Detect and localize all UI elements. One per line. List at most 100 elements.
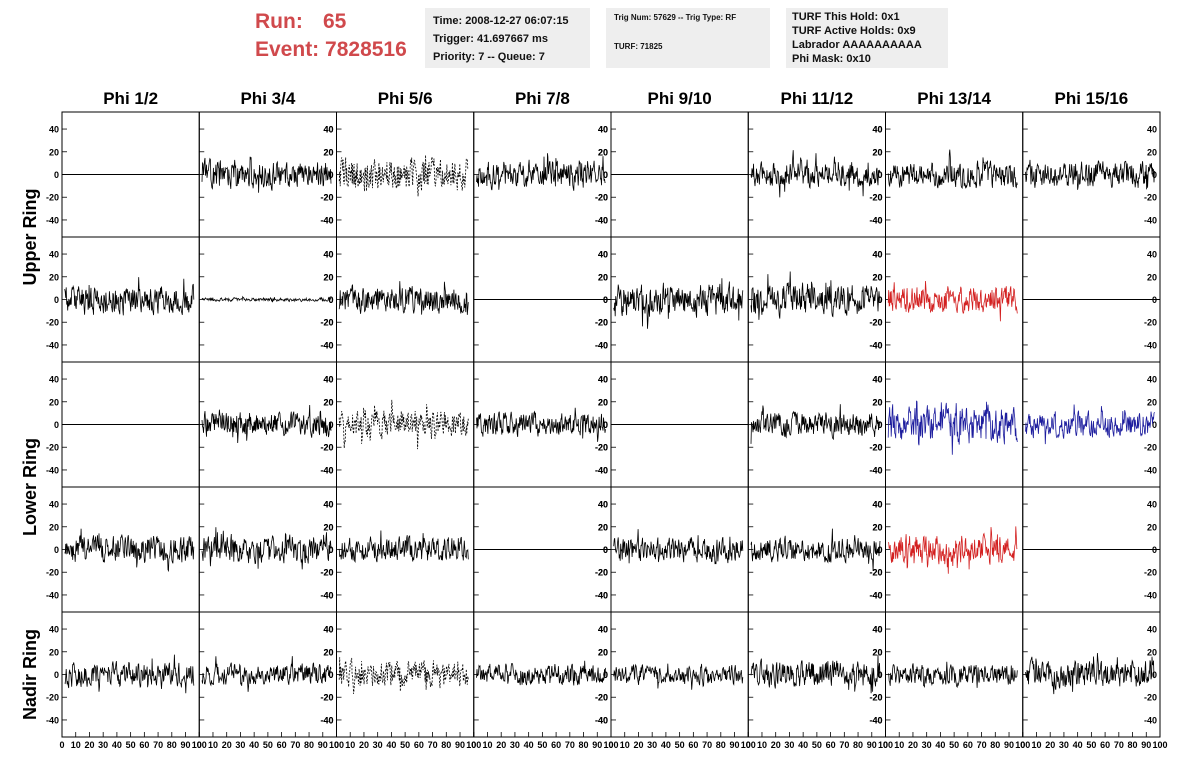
y-tick-label: 40 xyxy=(323,625,333,635)
x-tick-label: 100 xyxy=(741,740,756,750)
x-tick-label: 60 xyxy=(551,740,561,750)
y-tick-label: -40 xyxy=(320,715,333,725)
y-tick-label: 0 xyxy=(603,170,608,180)
y-tick-label: 40 xyxy=(598,375,608,385)
y-tick-label: 20 xyxy=(872,522,882,532)
y-tick-label: 40 xyxy=(49,625,59,635)
x-tick-label: 80 xyxy=(579,740,589,750)
x-tick-label: 50 xyxy=(126,740,136,750)
x-tick-label: 100 xyxy=(329,740,344,750)
x-tick-label: 50 xyxy=(400,740,410,750)
x-tick-label: 40 xyxy=(935,740,945,750)
y-tick-label: -20 xyxy=(46,193,59,203)
y-tick-label: 20 xyxy=(872,272,882,282)
x-tick-label: 90 xyxy=(455,740,465,750)
time-info-box: Time: 2008-12-27 06:07:15 Trigger: 41.69… xyxy=(425,8,590,68)
y-tick-label: 40 xyxy=(1147,250,1157,260)
y-tick-label: 40 xyxy=(1147,625,1157,635)
y-tick-label: -40 xyxy=(1144,715,1157,725)
waveform-trace xyxy=(1025,652,1155,695)
waveform-trace xyxy=(887,526,1018,574)
y-tick-label: 20 xyxy=(1147,272,1157,282)
y-tick-label: -20 xyxy=(595,693,608,703)
ring-label: Nadir Ring xyxy=(20,629,40,720)
phi-mask-text: Phi Mask: 0x10 xyxy=(792,53,871,65)
y-tick-label: 20 xyxy=(323,647,333,657)
waveform-trace xyxy=(64,528,195,573)
y-tick-label: 20 xyxy=(49,272,59,282)
x-tick-label: 20 xyxy=(1045,740,1055,750)
y-tick-label: -40 xyxy=(595,340,608,350)
y-tick-label: 0 xyxy=(603,170,608,180)
y-tick-label: -40 xyxy=(595,590,608,600)
run-event-label: Run: 65 Event: 7828516 xyxy=(255,8,407,64)
y-tick-label: -20 xyxy=(46,443,59,453)
y-tick-label: -20 xyxy=(869,568,882,578)
x-tick-label: 90 xyxy=(318,740,328,750)
ring-label: Upper Ring xyxy=(20,189,40,286)
y-tick-label: 20 xyxy=(598,397,608,407)
x-tick-label: 20 xyxy=(633,740,643,750)
waveform-trace xyxy=(476,153,606,191)
x-tick-label: 90 xyxy=(730,740,740,750)
x-tick-label: 70 xyxy=(153,740,163,750)
y-tick-label: 0 xyxy=(603,420,608,430)
x-tick-label: 10 xyxy=(71,740,81,750)
y-tick-label: 40 xyxy=(323,125,333,135)
y-tick-label: -20 xyxy=(46,568,59,578)
y-tick-label: -40 xyxy=(46,465,59,475)
y-tick-label: 20 xyxy=(872,647,882,657)
y-tick-label: -20 xyxy=(320,318,333,328)
waveform-trace xyxy=(1025,159,1155,190)
y-tick-label: -40 xyxy=(869,465,882,475)
y-tick-label: 20 xyxy=(323,272,333,282)
y-tick-label: 0 xyxy=(328,420,333,430)
y-tick-label: -40 xyxy=(1144,340,1157,350)
y-tick-label: 40 xyxy=(323,500,333,510)
x-tick-label: 30 xyxy=(647,740,657,750)
y-tick-label: 40 xyxy=(872,625,882,635)
labrador-text: Labrador AAAAAAAAAA xyxy=(792,39,922,51)
column-header: Phi 7/8 xyxy=(515,89,570,108)
x-tick-label: 80 xyxy=(853,740,863,750)
y-tick-label: 20 xyxy=(598,647,608,657)
column-header: Phi 11/12 xyxy=(780,89,853,108)
x-tick-label: 40 xyxy=(1073,740,1083,750)
y-tick-label: -40 xyxy=(869,715,882,725)
y-tick-label: 0 xyxy=(877,170,882,180)
ring-label: Lower Ring xyxy=(20,438,40,536)
x-tick-label: 100 xyxy=(878,740,893,750)
x-tick-label: 70 xyxy=(839,740,849,750)
y-tick-label: 40 xyxy=(598,625,608,635)
y-tick-label: 40 xyxy=(323,625,333,635)
y-tick-label: 20 xyxy=(598,272,608,282)
y-tick-label: 0 xyxy=(54,545,59,555)
y-tick-label: 0 xyxy=(877,420,882,430)
y-tick-label: 40 xyxy=(598,250,608,260)
y-tick-label: -40 xyxy=(320,590,333,600)
waveform-trace xyxy=(476,660,606,686)
column-header: Phi 15/16 xyxy=(1055,89,1129,108)
priority-text: Priority: 7 -- Queue: 7 xyxy=(433,51,545,63)
y-tick-label: 20 xyxy=(323,397,333,407)
y-tick-label: -20 xyxy=(869,318,882,328)
y-tick-label: -40 xyxy=(320,215,333,225)
event-label-text: Event: xyxy=(255,38,320,61)
waveform-trace xyxy=(1025,404,1155,445)
y-tick-label: 0 xyxy=(1152,670,1157,680)
y-tick-label: 20 xyxy=(323,397,333,407)
y-tick-label: -20 xyxy=(320,443,333,453)
y-tick-label: 0 xyxy=(54,420,59,430)
y-tick-label: -40 xyxy=(320,465,333,475)
y-tick-label: 40 xyxy=(598,250,608,260)
y-tick-label: -20 xyxy=(320,193,333,203)
y-tick-label: 20 xyxy=(49,397,59,407)
y-tick-label: -40 xyxy=(595,340,608,350)
